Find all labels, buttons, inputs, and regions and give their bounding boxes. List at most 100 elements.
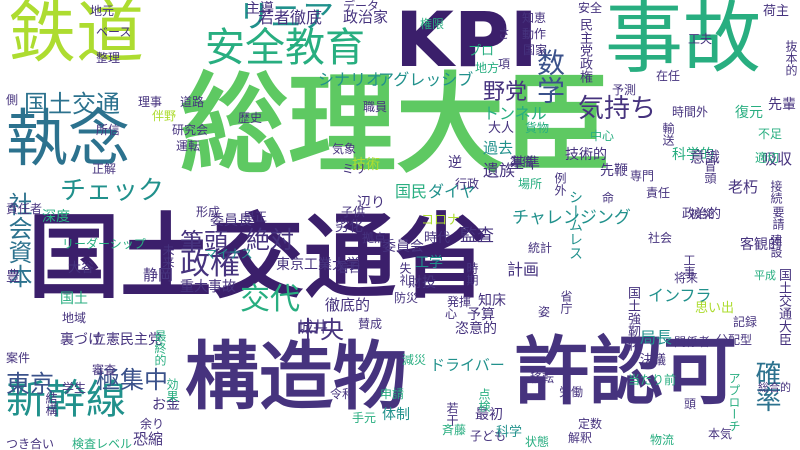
cloud-word: 責任者	[6, 202, 43, 216]
cloud-word: 分配型	[716, 333, 753, 347]
cloud-word: 委員長	[210, 213, 252, 229]
cloud-word: 主導	[246, 1, 274, 17]
cloud-word: 恣意的	[455, 321, 497, 337]
cloud-word: 体制	[382, 407, 410, 423]
cloud-word: 効果	[165, 378, 179, 402]
cloud-word: 手元	[352, 411, 377, 425]
cloud-word: 側	[6, 93, 19, 107]
cloud-word: 国土強靭化	[625, 286, 640, 351]
cloud-word: 是正	[243, 210, 268, 224]
cloud-word: 要請	[771, 206, 785, 230]
cloud-word: 命	[602, 191, 615, 205]
cloud-word: シナリオ	[318, 70, 383, 89]
cloud-word: 移転	[530, 371, 555, 385]
cloud-word: ベース	[96, 25, 132, 39]
cloud-word: 防災	[394, 291, 419, 305]
cloud-word: 状態	[525, 435, 550, 449]
cloud-word: 心	[445, 307, 458, 321]
cloud-word: 徹底的	[325, 296, 371, 314]
cloud-word: 予算	[467, 307, 495, 323]
cloud-word: 数学	[533, 48, 566, 104]
cloud-word: 定数	[578, 417, 603, 431]
cloud-word: 恐縮	[133, 430, 164, 448]
cloud-word: 準備	[510, 155, 535, 169]
cloud-word: 深度	[42, 209, 70, 225]
cloud-word: 国土交通大臣	[776, 268, 791, 346]
cloud-word: 予測	[612, 83, 637, 97]
cloud-word: 城井	[298, 318, 329, 336]
cloud-word: 研究会	[172, 123, 209, 137]
cloud-word: 国土交通	[24, 90, 120, 118]
cloud-word: 劣化	[335, 219, 363, 235]
cloud-word: シームレス	[567, 190, 583, 260]
cloud-word: 科学	[496, 425, 523, 440]
cloud-word: 裏づけ	[60, 332, 102, 348]
cloud-word: 整理	[96, 51, 121, 65]
cloud-word: 地元	[90, 4, 115, 18]
cloud-word: 政治家	[343, 8, 389, 26]
cloud-word: 交代	[240, 282, 300, 317]
cloud-word: 気象	[332, 142, 357, 156]
cloud-word: 例外	[553, 172, 567, 196]
cloud-word: 静岡	[143, 266, 174, 284]
cloud-word: 運転	[176, 139, 201, 153]
cloud-word: 適切	[755, 151, 780, 165]
cloud-word: アグレッシブ	[378, 70, 474, 89]
cloud-word: 学生	[62, 381, 87, 395]
cloud-word: 関係者	[674, 335, 711, 349]
cloud-word: 政権	[180, 247, 240, 282]
cloud-word: 本気	[708, 427, 733, 441]
cloud-word: アプローチ	[727, 372, 741, 432]
cloud-word: 荷主	[763, 4, 790, 19]
cloud-word: 遺族	[483, 161, 516, 180]
cloud-word: 執念	[6, 102, 131, 175]
cloud-word: 工学	[415, 255, 443, 271]
cloud-word: 減災	[402, 353, 427, 367]
cloud-word: 豊	[6, 269, 20, 285]
cloud-word: 科学的	[672, 147, 714, 163]
cloud-word: 点検	[477, 388, 491, 412]
cloud-word: ミリ	[342, 162, 367, 176]
cloud-word: 最終的	[153, 330, 167, 366]
cloud-word: 申請	[380, 387, 405, 401]
cloud-word: 結構	[44, 392, 58, 416]
cloud-word: 国土	[60, 291, 88, 307]
cloud-word: コロナ	[421, 213, 461, 228]
cloud-word: リニア	[238, 0, 335, 35]
cloud-word: 国家	[523, 43, 548, 57]
cloud-word: 頭	[684, 397, 697, 411]
cloud-word: 抜本的	[784, 40, 798, 76]
cloud-word: インフラ	[648, 286, 712, 305]
cloud-word: 立憲民主党	[92, 332, 162, 348]
cloud-word: 大谷	[68, 261, 95, 276]
cloud-word: 労働	[559, 385, 584, 399]
cloud-word: 若干	[445, 402, 459, 426]
cloud-word: 職員	[363, 100, 388, 114]
cloud-word: 東京工業大学	[276, 257, 360, 273]
cloud-word: 当たり前	[628, 373, 677, 387]
cloud-word: 賛成	[358, 317, 383, 331]
cloud-word: 思い出	[695, 301, 735, 316]
cloud-word: 復元	[735, 105, 763, 121]
cloud-word: 責任	[646, 186, 671, 200]
cloud-word: 令和	[330, 387, 355, 401]
cloud-word: 客観的	[740, 237, 782, 253]
cloud-word: 所信	[96, 123, 121, 137]
cloud-word: 基準	[510, 154, 541, 172]
cloud-word: 社会	[648, 231, 673, 245]
cloud-word: ドライバー	[430, 356, 505, 374]
cloud-word: 技術的	[565, 147, 607, 163]
cloud-word: 監査	[460, 226, 494, 246]
cloud-word: 筆頭	[180, 228, 228, 256]
cloud-word: 吸収	[762, 150, 793, 168]
cloud-word: 大人	[488, 121, 515, 136]
cloud-word: 地域	[62, 311, 87, 325]
cloud-word: 子供	[341, 205, 366, 219]
cloud-word: リーダーシップ	[62, 237, 146, 251]
cloud-word: 野党	[483, 80, 528, 105]
cloud-word: お金	[152, 397, 180, 413]
cloud-word: 政治的	[682, 207, 722, 222]
cloud-word: 時代	[424, 231, 451, 246]
cloud-word: 動作	[522, 27, 547, 41]
cloud-word: 案件	[6, 351, 31, 365]
